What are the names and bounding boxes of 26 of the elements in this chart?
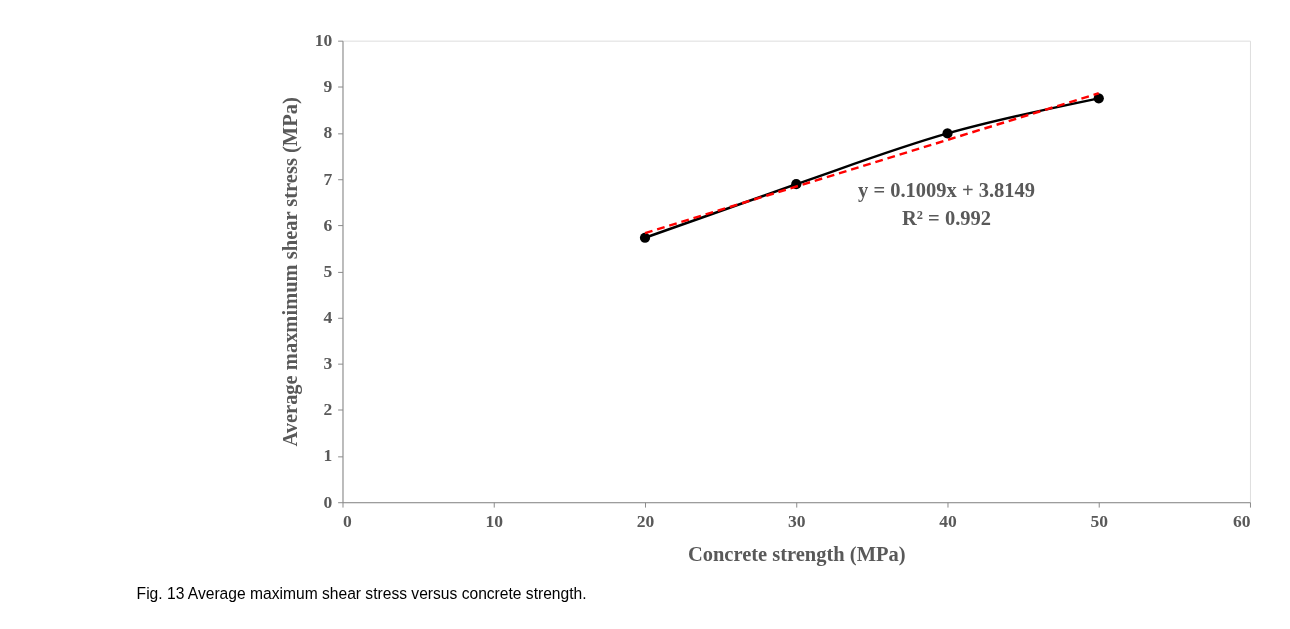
caption: Fig. 13 Average maximum shear stress versus concrete strength. [136, 584, 587, 602]
y-tick-label: 2 [323, 399, 333, 420]
y-tick-label: 1 [323, 445, 333, 466]
y-tick-label: 3 [323, 353, 333, 374]
y-tick-label: 8 [323, 122, 333, 143]
y-tick-label: 10 [314, 30, 333, 51]
x-tick-label: 0 [342, 511, 352, 532]
y-axis-title: Average maxmimum shear stress (MPa) [279, 97, 303, 447]
x-tick-label: 10 [485, 511, 504, 532]
y-tick-label: 9 [323, 76, 333, 97]
x-tick-label: 40 [939, 511, 957, 532]
x-tick-label: 20 [636, 511, 655, 532]
y-tick-label: 4 [323, 306, 333, 327]
x-tick-label: 50 [1090, 511, 1109, 532]
x-tick-label: 30 [787, 511, 806, 532]
x-tick-label: 60 [1232, 511, 1251, 532]
point [942, 128, 953, 139]
annotation: y = 0.1009x + 3.8149 [858, 178, 1036, 202]
y-tick-label: 0 [323, 491, 333, 512]
y-tick-label: 6 [323, 214, 333, 235]
x-axis-title: Concrete strength (MPa) [687, 543, 906, 567]
annotation: R² = 0.992 [902, 207, 991, 230]
y-tick-label: 7 [323, 168, 333, 189]
point [639, 232, 651, 243]
point [1093, 93, 1104, 104]
y-tick-label: 5 [323, 260, 333, 281]
